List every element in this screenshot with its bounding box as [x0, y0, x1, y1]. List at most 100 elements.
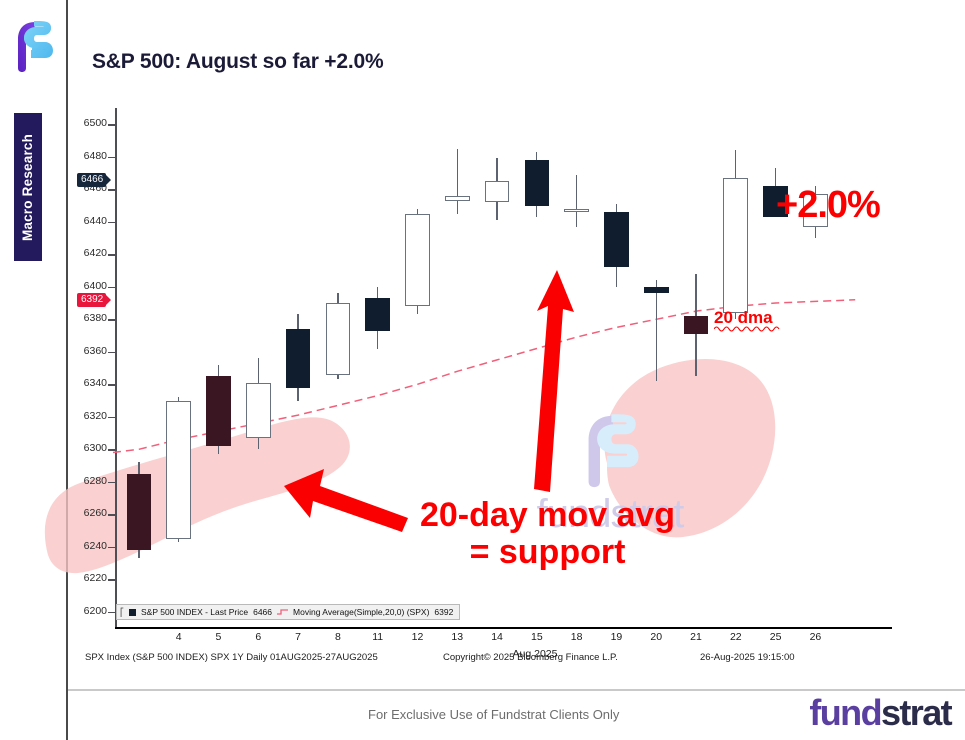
- price-marker-badge: 6466: [77, 172, 112, 187]
- moving-average-lead-segment: [112, 448, 139, 454]
- annotation-callout-text: 20-day mov avg = support: [390, 497, 705, 570]
- candle-body: [126, 473, 152, 550]
- fundstrat-wordmark: fundstrat: [809, 692, 953, 734]
- candle-wick: [655, 280, 657, 381]
- y-axis-tick-label: 6220: [83, 572, 107, 585]
- y-axis-tick-mark: [108, 221, 116, 224]
- y-axis-tick-label: 6260: [83, 507, 107, 520]
- y-axis-line: [115, 108, 117, 628]
- y-axis-tick-label: 6340: [83, 377, 107, 390]
- x-axis-tick-label: 26: [809, 631, 822, 643]
- x-axis-tick-label: 25: [769, 631, 782, 643]
- candle-body: [803, 194, 828, 227]
- y-axis-tick-label: 6420: [83, 247, 107, 260]
- annotation-callout-line1: 20-day mov avg: [419, 496, 676, 534]
- x-axis-line: [115, 627, 892, 629]
- x-axis-tick-label: 6: [255, 631, 262, 643]
- y-axis-tick-label: 6280: [83, 474, 107, 487]
- y-axis-tick-label: 6300: [83, 442, 107, 455]
- candle-body: [444, 195, 470, 201]
- y-axis-tick-label: 6320: [83, 409, 107, 422]
- rail-divider: [66, 0, 68, 740]
- legend-swatch-price-icon: [129, 608, 136, 616]
- x-axis-tick-label: 15: [531, 631, 543, 643]
- price-chart: fundstrat 6500 6480 6460 6440 6420 6400 6380 63…: [44, 100, 900, 660]
- y-axis-tick-mark: [108, 514, 116, 516]
- candle-body: [484, 181, 510, 203]
- footer-copyright: Copyright© 2025 Bloomberg Finance L.P.: [443, 652, 618, 663]
- arrow-up-pointing-icon: [534, 270, 574, 492]
- candle-body: [285, 329, 311, 388]
- fundstrat-f-logo-icon: [12, 18, 54, 74]
- y-axis-tick-label: 6440: [83, 214, 107, 227]
- price-marker-value: 6392: [81, 294, 104, 306]
- price-marker-badge: 6392: [77, 292, 112, 307]
- legend-price-label: S&P 500 INDEX - Last Price: [141, 607, 249, 617]
- y-axis-tick-mark: [108, 351, 116, 354]
- y-axis-tick-mark: [108, 579, 116, 581]
- x-axis-tick-label: 4: [175, 631, 182, 643]
- y-axis-tick-mark: [108, 481, 116, 484]
- candle-body: [763, 186, 788, 217]
- legend-swatch-ma-icon: [277, 609, 289, 615]
- footer-disclaimer: For Exclusive Use of Fundstrat Clients O…: [368, 707, 620, 722]
- footer-security-line: SPX Index (S&P 500 INDEX) SPX 1Y Daily 0…: [85, 652, 378, 663]
- y-axis-tick-mark: [108, 449, 116, 451]
- footer-divider: [68, 689, 965, 691]
- wordmark-strat: strat: [880, 692, 953, 733]
- x-axis-tick-label: 20: [650, 631, 663, 643]
- footer-timestamp: 26-Aug-2025 19:15:00: [700, 652, 795, 663]
- candle-body: [564, 208, 589, 212]
- y-axis-tick-label: 6200: [83, 604, 107, 617]
- y-axis-tick-mark: [108, 286, 116, 289]
- y-axis-tick-mark: [108, 384, 116, 386]
- y-axis-tick-mark: [108, 319, 116, 321]
- y-axis-tick-label: 6360: [83, 344, 107, 357]
- annotation-20dma-label: 20 dma: [714, 308, 773, 327]
- y-axis-tick-label: 6500: [83, 117, 107, 130]
- candle-wick: [456, 148, 458, 214]
- annotation-percent-change: +2.0%: [776, 184, 881, 226]
- annotation-callout-line2: = support: [469, 532, 626, 571]
- arrow-left-pointing-icon: [284, 469, 408, 532]
- candle-body: [723, 177, 749, 313]
- annotation-squiggle-underline-icon: [714, 326, 780, 332]
- y-axis-tick-label: 6380: [83, 312, 107, 325]
- candle-body: [683, 316, 709, 334]
- x-axis-tick-label: 5: [215, 631, 222, 643]
- legend-price-value: 6466: [253, 607, 273, 617]
- y-axis-tick-mark: [108, 416, 116, 419]
- candle-body: [365, 298, 390, 331]
- wordmark-fund: fund: [809, 692, 882, 733]
- x-axis-tick-label: 13: [451, 631, 464, 643]
- x-axis-tick-label: 21: [690, 631, 702, 643]
- y-axis-tick-mark: [108, 611, 116, 614]
- x-axis-tick-label: 14: [491, 631, 503, 643]
- candle-body: [245, 382, 271, 438]
- x-axis-tick-label: 22: [729, 631, 742, 643]
- sidebar-tab-macro-research[interactable]: Macro Research: [14, 113, 42, 261]
- page-title: S&P 500: August so far +2.0%: [92, 50, 384, 73]
- candle-body: [206, 376, 231, 446]
- candle-body: [643, 286, 669, 294]
- legend-ma-label: Moving Average(Simple,20,0) (SPX): [293, 607, 430, 617]
- y-axis-tick-mark: [108, 189, 116, 191]
- y-axis-tick-mark: [108, 254, 116, 256]
- candle-body: [166, 400, 192, 539]
- y-axis-tick-label: 6400: [83, 279, 107, 292]
- price-marker-value: 6466: [81, 174, 104, 185]
- chart-legend: ⎡ S&P 500 INDEX - Last Price 6466 Moving…: [116, 604, 461, 620]
- x-axis-tick-label: 8: [334, 631, 341, 643]
- legend-handle-icon: ⎡: [120, 607, 124, 617]
- candle-body: [325, 303, 351, 375]
- x-axis-tick-label: 11: [372, 631, 384, 643]
- x-axis-tick-label: 19: [610, 631, 623, 643]
- x-axis-tick-label: 7: [295, 631, 301, 643]
- legend-ma-value: 6392: [434, 607, 454, 617]
- sidebar-tab-label: Macro Research: [20, 133, 36, 241]
- candle-body: [405, 213, 430, 307]
- y-axis-tick-mark: [108, 156, 116, 159]
- candle-body: [524, 160, 550, 206]
- y-axis-tick-mark: [108, 546, 116, 549]
